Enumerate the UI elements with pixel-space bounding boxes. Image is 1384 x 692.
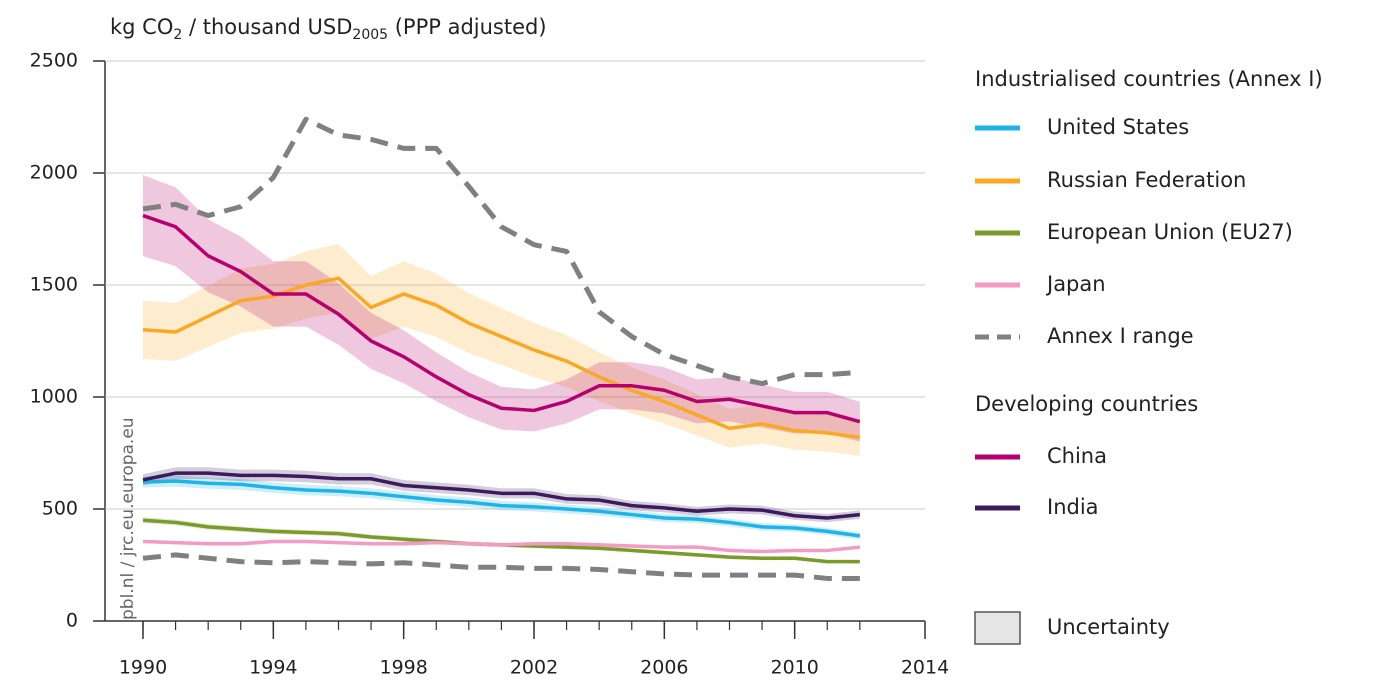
y-tick-label: 2000 bbox=[30, 162, 78, 184]
x-tick-label: 2014 bbox=[901, 657, 949, 679]
x-tick-label: 1994 bbox=[249, 657, 297, 679]
y-axis-label: kg CO2 / thousand USD2005 (PPP adjusted) bbox=[110, 15, 547, 43]
legend-label: China bbox=[1047, 444, 1107, 468]
y-tick-label: 0 bbox=[66, 610, 78, 632]
legend-label: Annex I range bbox=[1047, 324, 1194, 348]
uncertainty-band bbox=[143, 175, 860, 442]
watermark: pbl.nl / jrc.eu.europa.eu bbox=[118, 417, 138, 620]
x-tick-label: 1990 bbox=[119, 657, 167, 679]
uncertainty-band bbox=[143, 244, 860, 456]
legend-label: European Union (EU27) bbox=[1047, 220, 1293, 244]
legend-label: Uncertainty bbox=[1047, 615, 1170, 639]
y-tick-label: 2500 bbox=[30, 50, 78, 72]
series-line bbox=[142, 552, 860, 581]
legend-label: Japan bbox=[1045, 272, 1106, 296]
x-tick-label: 2002 bbox=[510, 657, 558, 679]
label-part: 2005 bbox=[352, 27, 388, 43]
series-line bbox=[142, 116, 861, 387]
label-part: (PPP adjusted) bbox=[388, 15, 547, 39]
legend-label: United States bbox=[1047, 115, 1189, 139]
y-tick-label: 1500 bbox=[30, 274, 78, 296]
x-tick-label: 2006 bbox=[640, 657, 688, 679]
series-line bbox=[142, 479, 861, 538]
uncertainty-swatch bbox=[974, 611, 1021, 645]
label-part: 2 bbox=[173, 27, 182, 43]
y-tick-label: 500 bbox=[42, 498, 78, 520]
x-tick-label: 2010 bbox=[770, 657, 818, 679]
x-tick-label: 1998 bbox=[379, 657, 427, 679]
series-line bbox=[142, 471, 861, 520]
label-part: / thousand USD bbox=[182, 15, 352, 39]
legend-label: Russian Federation bbox=[1047, 168, 1246, 192]
legend-label: India bbox=[1047, 495, 1099, 519]
uncertainty-band bbox=[143, 517, 860, 564]
series-line bbox=[142, 539, 861, 554]
series-line bbox=[142, 276, 861, 440]
y-tick-label: 1000 bbox=[30, 386, 78, 408]
legend-heading: Industrialised countries (Annex I) bbox=[975, 67, 1323, 91]
legend-heading: Developing countries bbox=[975, 392, 1198, 416]
series-line bbox=[142, 213, 861, 424]
label-part: kg CO bbox=[110, 15, 173, 39]
